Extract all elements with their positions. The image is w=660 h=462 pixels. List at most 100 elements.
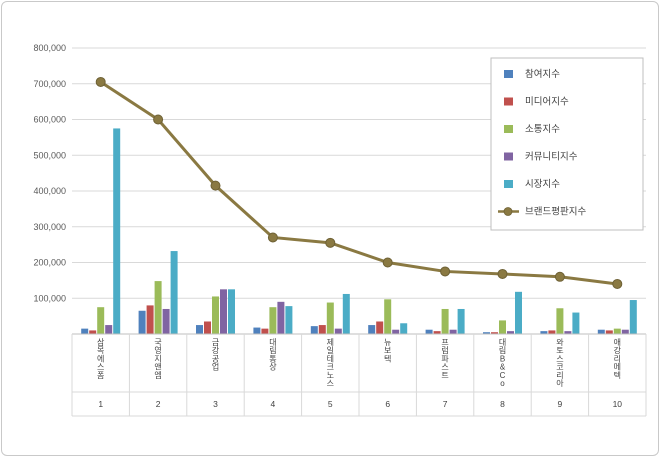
bar-series-4 bbox=[572, 312, 580, 334]
bar-series-1 bbox=[318, 325, 326, 334]
category-rank: 1 bbox=[98, 399, 103, 409]
bar-series-2 bbox=[212, 296, 219, 334]
bar-series-4 bbox=[629, 300, 637, 334]
reputation-line-marker bbox=[325, 237, 336, 248]
reputation-line-marker bbox=[440, 266, 451, 277]
bar-series-2 bbox=[613, 328, 621, 334]
reputation-line-marker bbox=[95, 76, 106, 87]
category-rank: 6 bbox=[385, 399, 390, 409]
bar-series-0 bbox=[81, 328, 89, 334]
bar-series-1 bbox=[376, 321, 384, 334]
legend-swatch-0 bbox=[504, 70, 513, 78]
reputation-line-marker bbox=[497, 268, 508, 279]
reputation-line-marker bbox=[267, 232, 278, 243]
bar-series-3 bbox=[277, 301, 285, 334]
y-tick-label: 500,000 bbox=[33, 150, 66, 160]
reputation-line-marker bbox=[612, 278, 623, 289]
legend-label-0: 참여지수 bbox=[525, 68, 560, 80]
bar-series-3 bbox=[621, 329, 629, 334]
bar-series-2 bbox=[384, 299, 392, 334]
legend-label-5: 브랜드평판지수 bbox=[525, 207, 586, 218]
y-tick-label: 800,000 bbox=[33, 43, 66, 53]
category-rank: 3 bbox=[213, 399, 218, 409]
bar-series-4 bbox=[400, 323, 408, 334]
bar-series-4 bbox=[113, 128, 121, 334]
category-rank: 9 bbox=[558, 399, 563, 409]
legend-line-marker bbox=[503, 207, 513, 216]
bar-series-1 bbox=[491, 332, 498, 334]
legend-swatch-3 bbox=[504, 152, 513, 161]
bar-series-0 bbox=[310, 326, 318, 334]
y-tick-label: 400,000 bbox=[33, 186, 66, 196]
bar-series-2 bbox=[556, 308, 564, 334]
reputation-line-marker bbox=[554, 271, 565, 282]
bar-series-0 bbox=[540, 331, 548, 334]
category-rank: 8 bbox=[500, 399, 505, 409]
bar-series-0 bbox=[368, 325, 376, 334]
bar-series-3 bbox=[564, 331, 572, 334]
bar-series-4 bbox=[457, 308, 465, 334]
bar-series-2 bbox=[441, 308, 449, 334]
bar-series-1 bbox=[433, 331, 441, 334]
bar-series-2 bbox=[97, 307, 105, 334]
y-tick-label: 300,000 bbox=[33, 222, 66, 232]
bar-series-0 bbox=[483, 332, 490, 334]
reputation-line-marker bbox=[382, 257, 393, 268]
bar-series-2 bbox=[154, 281, 162, 334]
bar-series-3 bbox=[334, 328, 342, 334]
bar-series-2 bbox=[499, 320, 506, 334]
legend-label-2: 소통지수 bbox=[525, 124, 560, 135]
bar-series-1 bbox=[548, 330, 556, 334]
bar-series-4 bbox=[285, 306, 293, 334]
legend-swatch-1 bbox=[504, 97, 513, 106]
reputation-line-marker bbox=[210, 180, 221, 191]
category-rank: 7 bbox=[443, 399, 448, 409]
legend-box bbox=[490, 57, 644, 231]
bar-series-1 bbox=[204, 321, 211, 334]
bar-series-0 bbox=[138, 310, 146, 334]
bar-series-0 bbox=[196, 325, 203, 334]
bar-series-4 bbox=[342, 293, 350, 334]
legend-label-3: 커뮤니티지수 bbox=[525, 152, 578, 163]
reputation-line-marker bbox=[153, 114, 164, 125]
bar-series-4 bbox=[515, 291, 522, 334]
bar-series-4 bbox=[170, 251, 178, 334]
bar-series-0 bbox=[253, 327, 261, 334]
legend-label-1: 미디어지수 bbox=[525, 97, 569, 108]
legend-swatch-4 bbox=[504, 180, 513, 188]
y-tick-label: 700,000 bbox=[33, 79, 66, 89]
bar-series-1 bbox=[89, 330, 97, 334]
legend-label-4: 시장지수 bbox=[525, 179, 560, 190]
category-rank: 2 bbox=[156, 399, 161, 409]
bar-series-3 bbox=[220, 289, 227, 334]
category-rank: 4 bbox=[271, 399, 276, 409]
y-tick-label: 200,000 bbox=[33, 258, 66, 268]
bar-series-1 bbox=[261, 328, 269, 334]
bar-series-3 bbox=[449, 329, 457, 334]
bar-series-3 bbox=[162, 308, 170, 334]
bar-series-1 bbox=[146, 305, 154, 334]
category-rank: 10 bbox=[613, 399, 623, 409]
legend-swatch-2 bbox=[504, 125, 513, 133]
bar-series-2 bbox=[326, 302, 334, 334]
y-tick-label: 100,000 bbox=[33, 293, 66, 303]
bar-series-3 bbox=[105, 325, 113, 334]
bar-series-3 bbox=[507, 331, 514, 334]
bar-series-0 bbox=[425, 329, 433, 334]
category-rank: 5 bbox=[328, 399, 333, 409]
reputation-line bbox=[99, 80, 618, 286]
bar-series-1 bbox=[605, 330, 613, 334]
bar-series-3 bbox=[392, 329, 400, 334]
